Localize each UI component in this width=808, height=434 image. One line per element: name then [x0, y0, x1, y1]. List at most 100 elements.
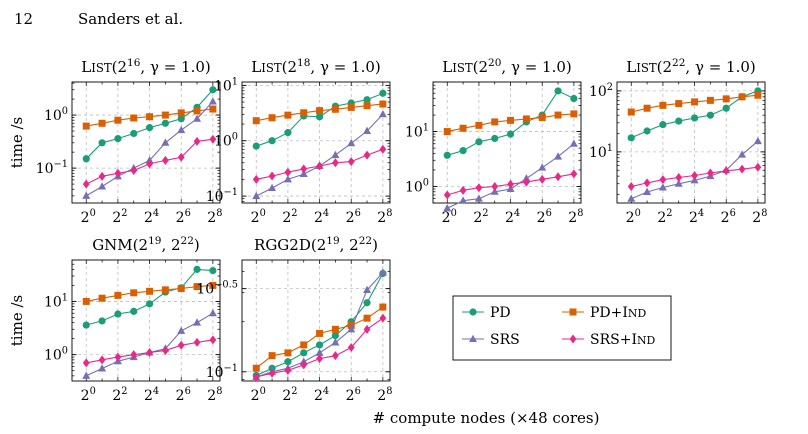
- data-point-srs-ind: [98, 171, 106, 181]
- data-point-pd: [570, 94, 578, 103]
- data-point-srs-ind: [522, 177, 530, 187]
- data-point-pd-ind: [475, 121, 483, 129]
- data-point-pd-ind: [722, 95, 730, 103]
- legend-marker: [569, 308, 577, 316]
- data-point-pd-ind: [316, 107, 324, 115]
- x-tick-label: 20: [251, 208, 266, 226]
- data-point-srs: [177, 326, 186, 334]
- data-point-pd-ind: [161, 286, 169, 294]
- data-point-srs-ind: [659, 175, 667, 185]
- legend-marker: [469, 308, 477, 316]
- data-point-srs: [331, 338, 340, 346]
- data-point-pd-ind: [675, 100, 683, 108]
- chart-title: LIST(222, γ = 1.0): [626, 57, 755, 76]
- data-point-srs-ind: [209, 335, 217, 345]
- data-point-srs-ind: [98, 355, 106, 365]
- data-point-pd: [491, 134, 499, 143]
- y-tick-label: 101: [589, 143, 613, 161]
- page-number: 12: [14, 10, 34, 28]
- data-point-pd: [145, 124, 154, 132]
- data-point-pd-ind: [284, 111, 292, 119]
- chart-title: LIST(216, γ = 1.0): [81, 57, 210, 76]
- data-point-pd: [315, 113, 324, 121]
- data-point-srs-ind: [82, 179, 90, 189]
- data-point-srs: [347, 325, 356, 333]
- x-tick-label: 28: [207, 386, 222, 404]
- x-tick-label: 28: [568, 208, 583, 226]
- data-point-srs: [98, 182, 107, 190]
- x-tick-label: 20: [81, 208, 96, 226]
- data-point-pd: [706, 111, 714, 119]
- data-point-srs: [738, 150, 747, 158]
- legend-label: SRS: [490, 332, 520, 348]
- data-point-srs-ind: [193, 337, 201, 347]
- data-point-srs-ind: [130, 166, 138, 176]
- data-point-srs-ind: [538, 174, 546, 184]
- data-point-pd: [659, 121, 667, 129]
- data-point-srs-ind: [300, 164, 308, 174]
- data-point-srs-ind: [379, 313, 387, 323]
- data-point-pd-ind: [538, 114, 546, 122]
- data-point-pd-ind: [209, 281, 217, 289]
- data-point-pd: [722, 104, 730, 112]
- x-tick-label: 28: [207, 208, 222, 226]
- x-tick-label: 20: [251, 386, 266, 404]
- data-point-pd: [209, 86, 217, 94]
- data-point-srs: [315, 348, 324, 356]
- data-point-pd: [145, 300, 154, 308]
- legend-marker: [569, 334, 577, 344]
- chart-panel-6: 10−1 10−0.5 20 22 24 26 28 RGG2D(219, 222): [196, 235, 392, 404]
- data-point-srs-ind: [146, 159, 153, 169]
- data-point-srs-ind: [491, 181, 499, 191]
- data-point-pd-ind: [491, 118, 499, 126]
- y-tick-label: 100: [44, 106, 68, 124]
- data-point-pd: [627, 134, 635, 142]
- legend-item-srs: SRS: [462, 332, 520, 348]
- data-point-pd-ind: [627, 108, 635, 116]
- chart-panel-2: 10−1 100 101 20 22 24 26 28 LIST(218, γ = 1.0): [206, 57, 393, 226]
- legend-item-srs-ind: SRS+IND: [562, 332, 656, 348]
- data-point-srs-ind: [177, 340, 185, 350]
- data-point-srs-ind: [570, 169, 578, 179]
- data-point-srs: [331, 150, 340, 159]
- x-tick-label: 26: [346, 386, 361, 404]
- data-point-pd: [130, 129, 138, 138]
- data-point-srs-ind: [347, 342, 355, 352]
- chart-title: GNM(219, 222): [92, 235, 200, 254]
- data-point-srs: [82, 191, 91, 199]
- y-tick-label: 10−1: [206, 187, 238, 205]
- data-point-pd-ind: [754, 91, 762, 99]
- data-point-srs-ind: [675, 172, 683, 182]
- x-tick-label: 26: [176, 386, 191, 404]
- y-tick-label: 102: [589, 82, 613, 100]
- data-point-srs-ind: [177, 152, 185, 162]
- data-point-srs-ind: [300, 360, 308, 370]
- data-point-pd-ind: [82, 122, 90, 130]
- data-point-srs: [193, 318, 202, 326]
- data-point-srs-ind: [268, 368, 276, 378]
- data-point-pd-ind: [98, 294, 106, 302]
- data-point-srs-ind: [627, 182, 635, 192]
- data-point-srs: [674, 179, 683, 187]
- data-point-pd-ind: [114, 291, 122, 299]
- data-point-srs-ind: [268, 171, 276, 181]
- data-point-pd-ind: [130, 114, 138, 122]
- data-point-pd-ind: [268, 114, 276, 122]
- data-point-pd-ind: [363, 102, 371, 110]
- y-tick-label: 10−0.5: [196, 280, 238, 298]
- data-point-pd-ind: [252, 364, 260, 372]
- data-point-srs: [299, 169, 308, 178]
- data-point-pd: [379, 89, 387, 97]
- data-point-srs: [82, 371, 91, 379]
- data-point-pd: [98, 317, 106, 325]
- data-point-pd: [300, 349, 308, 357]
- data-point-srs-ind: [738, 164, 746, 174]
- data-point-srs: [363, 126, 372, 134]
- data-point-pd-ind: [300, 341, 308, 349]
- legend-label: PD+IND: [590, 305, 646, 321]
- data-point-pd: [284, 358, 292, 366]
- data-point-srs-ind: [316, 354, 323, 364]
- x-tick-label: 28: [752, 208, 767, 226]
- data-point-pd-ind: [177, 109, 185, 117]
- data-point-pd-ind: [691, 98, 699, 106]
